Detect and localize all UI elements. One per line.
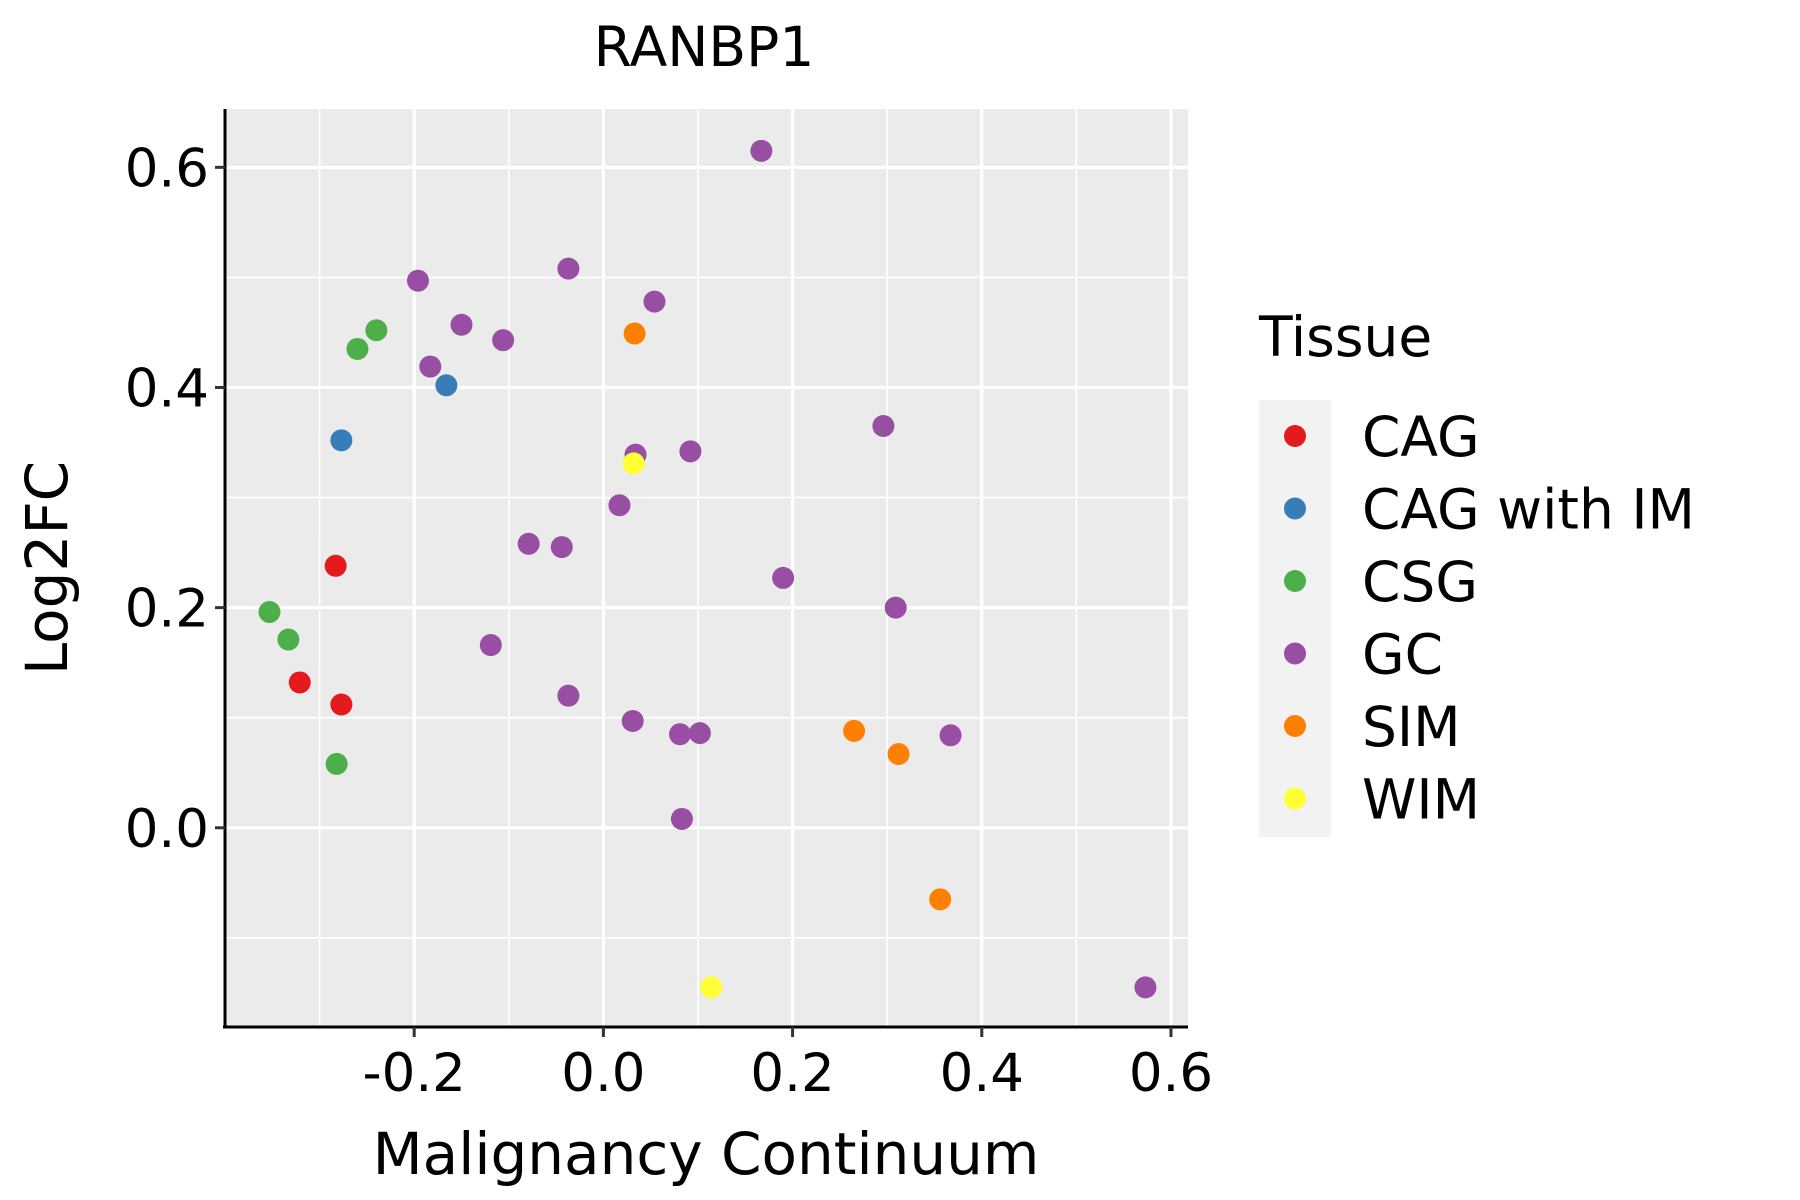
point-gc (450, 313, 473, 336)
y-axis-title: Log2FC (13, 461, 81, 675)
y-tick-label: 0.2 (125, 579, 209, 640)
point-cag (288, 671, 311, 694)
point-gc (557, 684, 580, 707)
x-tick-label: -0.2 (362, 1043, 465, 1104)
point-cag-with-im (435, 374, 458, 397)
legend-key-background (1259, 400, 1331, 837)
point-csg (365, 319, 388, 342)
point-gc (669, 723, 692, 746)
point-gc (688, 722, 711, 745)
y-tick-label: 0.6 (125, 138, 209, 199)
point-gc (772, 566, 795, 589)
point-gc (557, 257, 580, 280)
legend-title: Tissue (1258, 305, 1432, 369)
x-axis-ticks: -0.2 0.0 0.2 0.4 0.6 (362, 1027, 1213, 1104)
point-gc (608, 494, 631, 517)
x-tick-label: 0.2 (750, 1043, 834, 1104)
legend-key-sim (1284, 715, 1306, 737)
x-tick-label: 0.6 (1129, 1043, 1213, 1104)
major-gridlines (225, 109, 1188, 1027)
x-axis-title: Malignancy Continuum (373, 1120, 1040, 1188)
legend-label: CAG (1362, 405, 1480, 469)
point-gc (884, 596, 907, 619)
point-cag (324, 554, 347, 577)
legend-key-gc (1284, 642, 1306, 665)
point-csg (325, 752, 348, 775)
data-points (258, 139, 1157, 999)
point-gc (406, 269, 429, 292)
point-sim (843, 719, 866, 742)
legend-label: WIM (1362, 768, 1480, 832)
point-cag-with-im (330, 429, 353, 452)
point-gc (517, 532, 540, 555)
point-csg (258, 601, 281, 624)
point-gc (679, 440, 702, 463)
point-gc (621, 710, 644, 732)
point-gc (872, 415, 895, 438)
chart-title: RANBP1 (594, 15, 815, 79)
point-csg (346, 337, 369, 360)
y-tick-label: 0.0 (125, 799, 209, 860)
plot-panel (225, 109, 1188, 1027)
point-gc (750, 139, 773, 162)
point-gc (670, 807, 693, 830)
x-tick-label: 0.4 (940, 1043, 1024, 1104)
point-sim (623, 322, 646, 345)
legend-label: GC (1362, 623, 1443, 687)
point-sim (887, 743, 910, 766)
legend-label: SIM (1362, 695, 1461, 759)
legend-label: CAG with IM (1362, 478, 1695, 542)
x-tick-label: 0.0 (561, 1043, 645, 1104)
y-axis-ticks: 0.0 0.2 0.4 0.6 (125, 138, 225, 860)
point-csg (277, 628, 300, 651)
point-gc (643, 290, 666, 313)
legend-key-csg (1284, 570, 1306, 592)
point-gc (479, 634, 502, 657)
point-cag (330, 693, 353, 716)
point-sim (929, 888, 952, 911)
point-wim (622, 452, 645, 475)
y-tick-label: 0.4 (125, 358, 209, 419)
point-wim (700, 976, 723, 999)
legend: Tissue CAG CAG with IM CSG GC SIM WIM (1258, 305, 1695, 837)
point-gc (1134, 976, 1157, 999)
point-gc (492, 329, 515, 352)
point-gc (419, 355, 442, 378)
minor-gridlines (225, 109, 1188, 1027)
legend-key-cag-with-im (1284, 497, 1306, 520)
legend-label: CSG (1362, 550, 1478, 614)
legend-key-cag (1284, 425, 1306, 447)
point-gc (550, 536, 573, 559)
legend-key-wim (1284, 787, 1306, 810)
point-gc (939, 724, 962, 747)
